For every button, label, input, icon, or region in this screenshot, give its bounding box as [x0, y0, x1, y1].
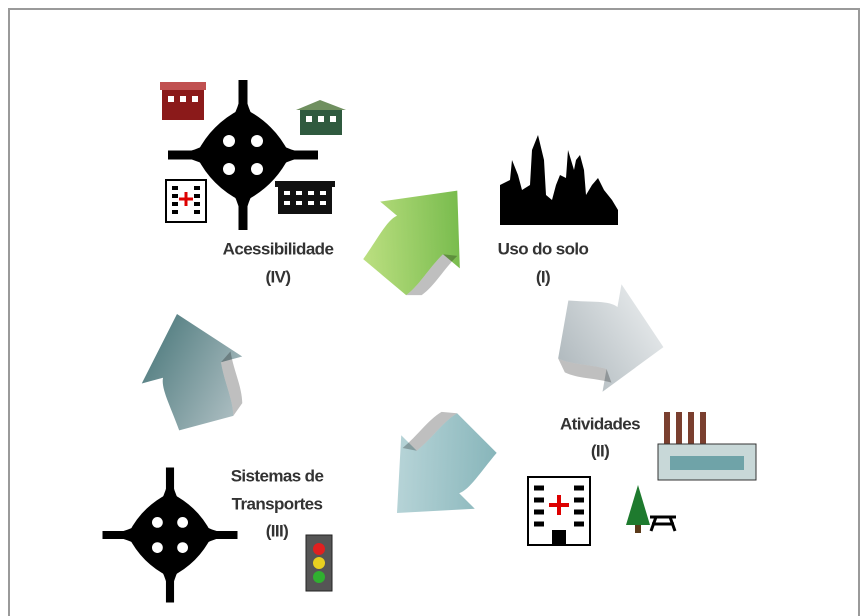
- hospital-icon: [166, 180, 206, 222]
- hospital-icon: [528, 477, 590, 545]
- factory-icon: [658, 412, 756, 480]
- house-icon: [160, 82, 206, 120]
- node-label: (I): [536, 267, 550, 286]
- arrow-ii: [554, 276, 673, 401]
- node-label: Atividades: [560, 414, 640, 433]
- skyline-icon: [500, 135, 618, 225]
- interchange-icon: [103, 468, 238, 603]
- diagram: Uso do solo (I) Atividades (II) Sistemas…: [0, 0, 868, 616]
- node-label: Transportes: [232, 494, 323, 513]
- arrow-i: [345, 157, 497, 310]
- node-label: Uso do solo: [498, 239, 589, 258]
- building-icon: [275, 181, 335, 214]
- node-label: (III): [266, 521, 289, 540]
- house-icon: [296, 100, 346, 135]
- node-label: (IV): [266, 267, 291, 286]
- arrow-iii: [360, 396, 513, 549]
- node-label: Acessibilidade: [223, 239, 334, 258]
- node-label: Sistemas de: [231, 466, 324, 485]
- node-label: (II): [591, 441, 609, 460]
- park-icon: [626, 485, 676, 533]
- traffic-light-icon: [306, 535, 332, 591]
- arrow-iv: [127, 301, 257, 437]
